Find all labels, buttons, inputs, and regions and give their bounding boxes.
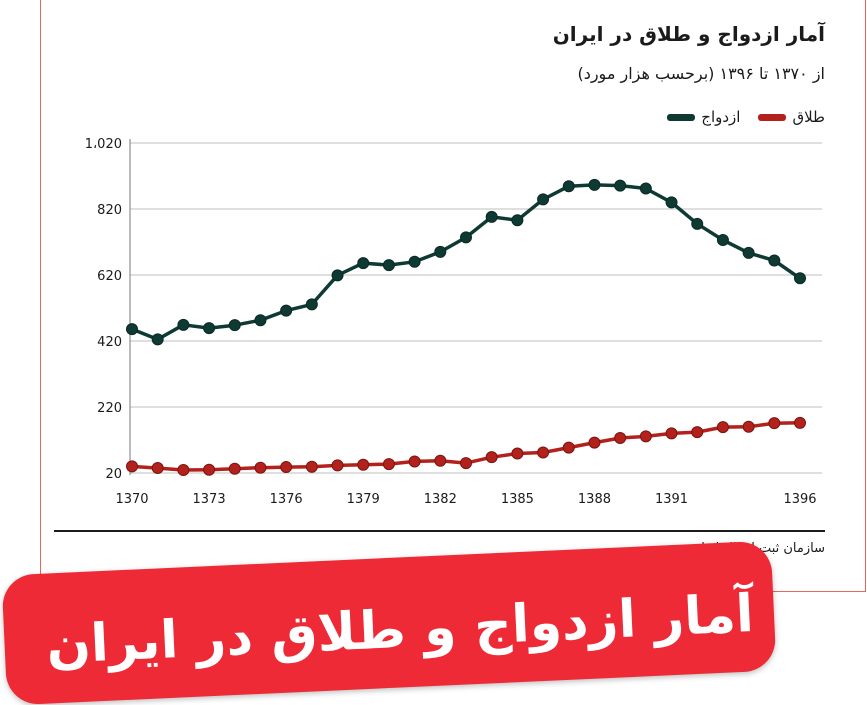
y-tick-label: 620 <box>97 269 122 284</box>
data-point-divorce <box>228 462 241 475</box>
data-point-divorce <box>665 427 678 440</box>
data-point-divorce <box>460 457 472 470</box>
data-point-divorce <box>151 462 164 475</box>
data-point-divorce <box>614 432 627 445</box>
legend-item-divorce: طلاق <box>758 108 825 126</box>
data-point-divorce <box>768 417 781 430</box>
data-point-marriage <box>614 179 627 192</box>
data-point-divorce <box>588 436 601 449</box>
data-point-marriage <box>280 304 293 317</box>
data-point-divorce <box>382 458 395 471</box>
source-divider <box>54 530 825 532</box>
data-point-marriage <box>177 318 190 331</box>
chart-subtitle: از ۱۳۷۰ تا ۱۳۹۶ (برحسب هزار مورد) <box>577 64 825 83</box>
data-point-marriage <box>485 210 498 223</box>
data-point-marriage <box>331 269 344 282</box>
data-point-divorce <box>357 458 370 471</box>
y-tick-label: 420 <box>97 335 122 350</box>
y-tick-label: 820 <box>97 203 122 218</box>
data-point-marriage <box>639 182 652 195</box>
data-point-marriage <box>228 319 241 332</box>
data-point-marriage <box>408 255 421 268</box>
data-point-marriage <box>254 314 267 327</box>
chart-card <box>40 0 866 592</box>
data-point-marriage <box>126 323 138 336</box>
data-point-divorce <box>537 446 550 459</box>
data-point-divorce <box>485 451 498 464</box>
x-tick-label: 1391 <box>655 492 688 507</box>
data-point-marriage <box>768 254 781 267</box>
data-point-divorce <box>716 421 729 434</box>
y-tick-label: 220 <box>97 401 122 416</box>
x-tick-label: 1388 <box>578 492 611 507</box>
data-point-divorce <box>691 426 704 439</box>
legend-item-marriage: ازدواج <box>667 108 740 126</box>
data-point-divorce <box>742 420 755 433</box>
data-point-marriage <box>794 272 806 285</box>
x-tick-label: 1376 <box>270 492 303 507</box>
data-point-marriage <box>434 245 447 258</box>
data-point-marriage <box>460 231 472 244</box>
legend-label-marriage: ازدواج <box>701 108 741 126</box>
legend-label-divorce: طلاق <box>792 108 825 126</box>
data-point-marriage <box>562 180 575 193</box>
data-point-marriage <box>357 257 370 270</box>
data-point-marriage <box>588 178 601 191</box>
data-point-divorce <box>126 460 138 473</box>
data-point-marriage <box>305 298 318 311</box>
data-point-divorce <box>639 430 652 443</box>
data-point-divorce <box>331 459 344 472</box>
data-point-marriage <box>691 217 704 230</box>
data-point-divorce <box>511 447 524 460</box>
x-tick-label: 1385 <box>501 492 534 507</box>
data-point-marriage <box>203 322 216 335</box>
chart-title: آمار ازدواج و طلاق در ایران <box>552 22 825 46</box>
legend: ازدواج طلاق <box>667 108 825 126</box>
x-tick-label: 1379 <box>347 492 380 507</box>
data-point-marriage <box>716 234 729 247</box>
data-point-marriage <box>382 259 395 272</box>
line-chart: 20 220 420 620 820 1،020 1370 1373 1376 1379 1382 1… <box>85 137 822 507</box>
data-point-divorce <box>434 454 447 467</box>
data-point-divorce <box>408 455 421 468</box>
data-point-divorce <box>254 461 267 474</box>
x-tick-label: 1396 <box>783 492 816 507</box>
data-point-marriage <box>537 193 550 206</box>
x-tick-label: 1373 <box>193 492 226 507</box>
data-point-divorce <box>177 464 190 477</box>
data-point-marriage <box>151 333 164 346</box>
data-point-divorce <box>280 461 293 474</box>
y-tick-label: 1،020 <box>85 137 122 152</box>
legend-swatch-marriage <box>667 113 696 121</box>
data-point-marriage <box>665 196 678 209</box>
x-tick-label: 1382 <box>424 492 457 507</box>
y-tick-label: 20 <box>105 467 122 482</box>
data-point-marriage <box>511 214 524 227</box>
legend-swatch-divorce <box>758 113 787 121</box>
data-point-divorce <box>562 441 575 454</box>
data-point-marriage <box>742 246 755 259</box>
data-point-divorce <box>794 416 806 429</box>
data-point-divorce <box>305 460 318 473</box>
series-line-marriage <box>131 183 801 342</box>
data-point-divorce <box>203 463 216 476</box>
x-tick-label: 1370 <box>115 492 148 507</box>
